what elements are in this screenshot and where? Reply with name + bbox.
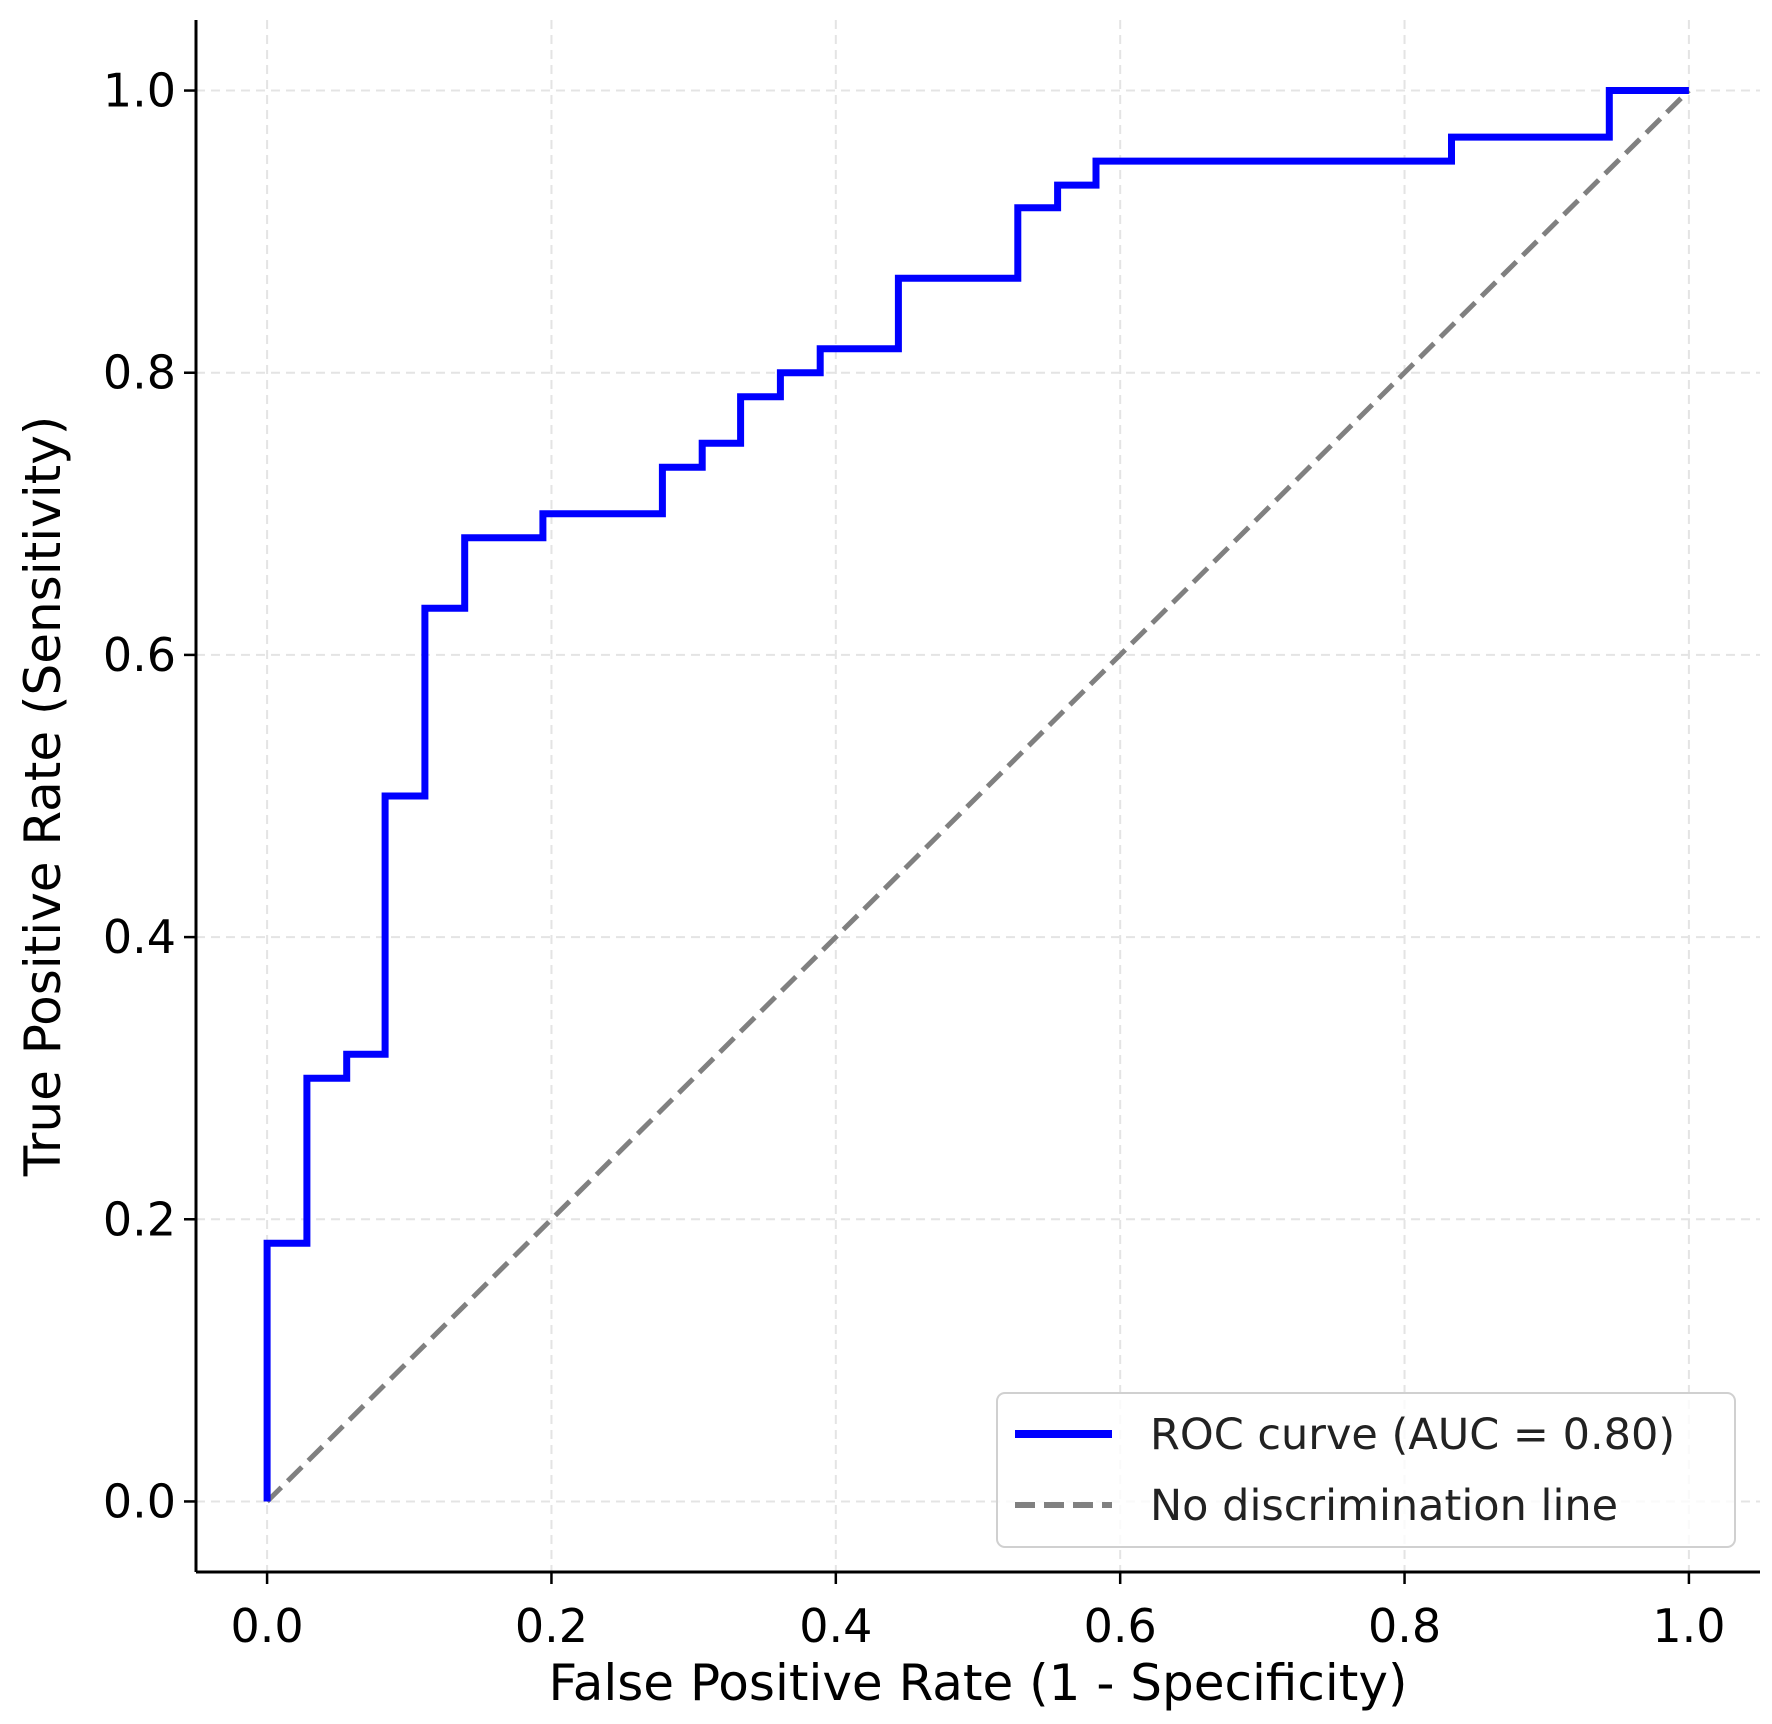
y-tick-label: 0.0 [103, 1474, 176, 1528]
y-tick-label: 0.2 [103, 1192, 176, 1246]
x-axis-label: False Positive Rate (1 - Specificity) [549, 1654, 1408, 1712]
ticks: 0.0 0.2 0.4 0.6 0.8 1.0 0.0 0.2 0.4 0.6 0.8 1.0 [103, 64, 1726, 1653]
y-tick-label: 1.0 [103, 64, 176, 118]
y-axis-label: True Positive Rate (Sensitivity) [14, 416, 72, 1178]
axes [194, 20, 1760, 1574]
no-discrimination-line [265, 88, 1691, 1504]
x-tick-label: 0.6 [1084, 1599, 1157, 1653]
y-tick-label: 0.4 [103, 910, 176, 964]
x-tick-label: 0.2 [515, 1599, 588, 1653]
x-tick-label: 0.4 [799, 1599, 872, 1653]
legend-roc-label: ROC curve (AUC = 0.80) [1150, 1410, 1675, 1460]
roc-curve-line [263, 87, 1689, 1502]
y-tick-label: 0.8 [103, 346, 176, 400]
x-tick-label: 0.8 [1368, 1599, 1441, 1653]
legend-box [996, 1392, 1736, 1548]
legend: ROC curve (AUC = 0.80) No discrimination… [996, 1392, 1736, 1548]
x-tick-label: 1.0 [1652, 1599, 1725, 1653]
x-tick-label: 0.0 [231, 1599, 304, 1653]
legend-diagonal-label: No discrimination line [1150, 1481, 1618, 1531]
series-layer [263, 87, 1691, 1504]
grid [196, 20, 1760, 1572]
y-tick-label: 0.6 [103, 628, 176, 682]
